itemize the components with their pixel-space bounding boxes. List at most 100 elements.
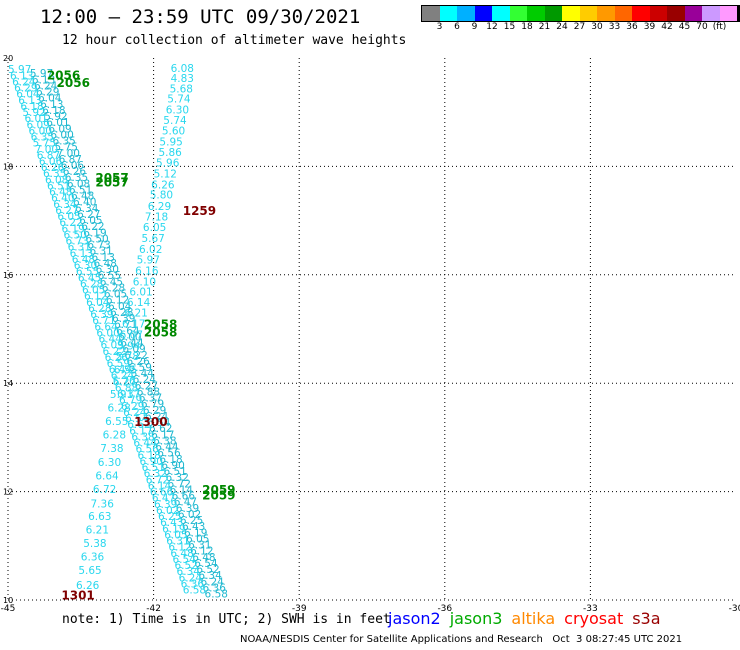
cryosat-track: 6.084.835.685.746.305.745.605.955.865.96… — [76, 63, 194, 592]
colorbar-swatch — [702, 6, 720, 21]
swh-value: 6.47 — [174, 497, 197, 509]
swh-value: 6.26 — [76, 580, 100, 592]
swh-value: 6.18 — [137, 450, 160, 462]
swh-value: 6.37 — [117, 389, 140, 401]
swh-value: 6.59 — [129, 362, 152, 374]
swh-value: 6.48 — [170, 548, 193, 560]
swh-value: 6.55 — [98, 270, 121, 282]
pass-time-label: 1259 — [183, 204, 216, 218]
map-subtitle: 12 hour collection of altimeter wave hei… — [62, 33, 407, 48]
swh-value: 6.02 — [178, 509, 201, 521]
swh-value: 6.12 — [106, 295, 129, 307]
swh-value: 6.24 — [200, 576, 224, 588]
swh-value: 6.24 — [145, 411, 169, 423]
swh-value: 6.44 — [133, 438, 157, 450]
swh-value: 6.14 — [127, 297, 151, 309]
swh-value: 6.13 — [32, 74, 55, 86]
swh-value: 6.71 — [92, 315, 115, 327]
swh-value: 6.08 — [171, 63, 194, 75]
swh-value: 6.40 — [73, 197, 96, 209]
swh-value: 4.83 — [171, 73, 194, 85]
swh-value: 5.95 — [159, 136, 182, 148]
swh-value: 6.26 — [41, 162, 65, 174]
swh-value: 6.48 — [71, 191, 94, 203]
swh-value: 6.54 — [125, 413, 149, 425]
swh-value: 5.97 — [8, 64, 31, 76]
colorbar-label: 3 — [436, 22, 443, 32]
swh-value: 6.04 — [108, 301, 132, 313]
swh-value: 6.28 — [80, 278, 103, 290]
swh-value: 6.05 — [104, 289, 127, 301]
colorbar-label: 39 — [643, 22, 656, 32]
swh-value: 5.74 — [167, 94, 191, 106]
colorbar-swatch — [597, 6, 615, 21]
swh-value: 7.18 — [145, 211, 168, 223]
swh-value: 5.38 — [83, 538, 106, 550]
swh-value: 6.14 — [170, 484, 194, 496]
swh-value: 6.26 — [63, 166, 87, 178]
swh-value: 6.13 — [70, 248, 93, 260]
pass-time-label: 2059 — [202, 483, 235, 497]
swh-value: 5.76 — [112, 375, 136, 387]
pass-time-label: 1300 — [134, 415, 167, 429]
swh-value: 6.26 — [151, 179, 175, 191]
swh-value: 6.30 — [166, 104, 189, 116]
swh-value: 5.86 — [158, 147, 182, 159]
swh-value: 6.62 — [127, 419, 150, 431]
swh-value: 6.36 — [81, 552, 105, 564]
swh-value: 6.34 — [75, 203, 99, 215]
swh-value: 6.87 — [37, 150, 60, 162]
swh-value: 6.32 — [144, 468, 167, 480]
swh-value: 6.55 — [76, 266, 99, 278]
swh-value: 6.00 — [50, 129, 73, 141]
y-tick-label: 16 — [3, 271, 13, 280]
swh-value: 5.97 — [137, 255, 160, 267]
swh-value: 7.00 — [57, 148, 80, 160]
y-tick-label: 14 — [3, 379, 13, 388]
swh-value: 7.00 — [35, 144, 58, 156]
swh-value: 6.73 — [66, 236, 89, 248]
swh-value: 6.00 — [118, 331, 141, 343]
swh-value: 6.08 — [45, 174, 68, 186]
colorbar-label: (ft) — [712, 22, 727, 32]
colorbar-swatch — [684, 6, 702, 21]
legend-jason3: jason3 — [449, 609, 503, 628]
swh-value: 6.08 — [67, 178, 90, 190]
swh-value: 6.30 — [96, 264, 119, 276]
swh-value: 6.25 — [158, 511, 181, 523]
swh-value: 6.24 — [12, 76, 36, 88]
swh-value: 6.90 — [140, 456, 163, 468]
swh-value: 6.17 — [129, 425, 152, 437]
swh-value: 6.05 — [164, 529, 187, 541]
colorbar-swatch — [457, 6, 475, 21]
colorbar-label: 27 — [573, 22, 586, 32]
swh-value: 6.05 — [82, 285, 105, 297]
swh-value: 6.28 — [88, 303, 111, 315]
swh-value: 6.05 — [79, 215, 102, 227]
map-footer: NOAA/NESDIS Center for Satellite Applica… — [240, 634, 683, 645]
colorbar-label: 36 — [626, 22, 638, 32]
swh-value: 6.01 — [24, 113, 47, 125]
swh-value: 5.67 — [141, 233, 164, 245]
swh-value: 6.09 — [122, 344, 145, 356]
swh-value: 6.36 — [181, 578, 205, 590]
swh-value: 6.39 — [176, 503, 199, 515]
swh-value: 6.64 — [94, 321, 118, 333]
swh-value: 6.64 — [116, 325, 140, 337]
swh-value: 6.54 — [194, 558, 218, 570]
map-grid — [7, 58, 736, 601]
colorbar-label: 18 — [521, 22, 533, 32]
pass-time-label: 2057 — [95, 171, 128, 185]
colorbar-swatch — [492, 6, 510, 21]
map-title: 12:00 — 23:59 UTC 09/30/2021 — [40, 6, 361, 28]
colorbar-swatch — [614, 6, 632, 21]
swh-value: 6.50 — [85, 233, 108, 245]
colorbar-swatch — [719, 6, 737, 21]
colorbar-label: 6 — [454, 22, 460, 32]
swh-value: 5.12 — [154, 168, 177, 180]
swh-value: 6.24 — [123, 407, 147, 419]
swh-value: 6.27 — [77, 209, 100, 221]
swh-value: 6.29 — [121, 401, 144, 413]
swh-value: 6.79 — [141, 399, 164, 411]
swh-value: 6.12 — [190, 546, 213, 558]
